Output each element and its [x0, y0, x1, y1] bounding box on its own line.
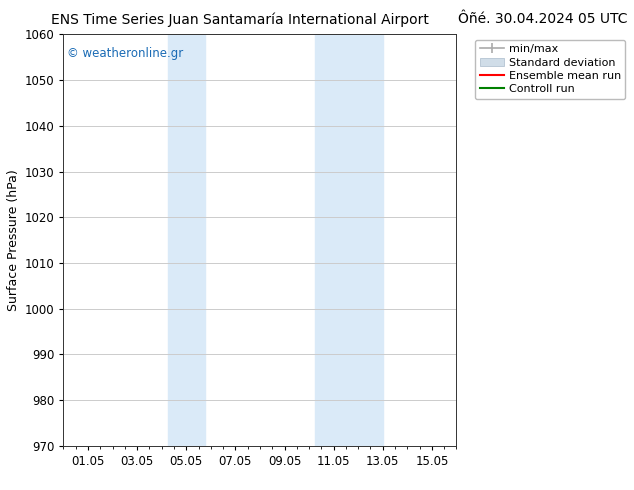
- Bar: [315, 34, 383, 446]
- Text: ENS Time Series Juan Santamaría International Airport: ENS Time Series Juan Santamaría Internat…: [51, 12, 429, 27]
- Legend: min/max, Standard deviation, Ensemble mean run, Controll run: min/max, Standard deviation, Ensemble me…: [476, 40, 625, 99]
- Bar: [168, 34, 205, 446]
- Text: © weatheronline.gr: © weatheronline.gr: [67, 47, 184, 60]
- Text: Ôñé. 30.04.2024 05 UTC: Ôñé. 30.04.2024 05 UTC: [458, 12, 628, 26]
- Y-axis label: Surface Pressure (hPa): Surface Pressure (hPa): [8, 169, 20, 311]
